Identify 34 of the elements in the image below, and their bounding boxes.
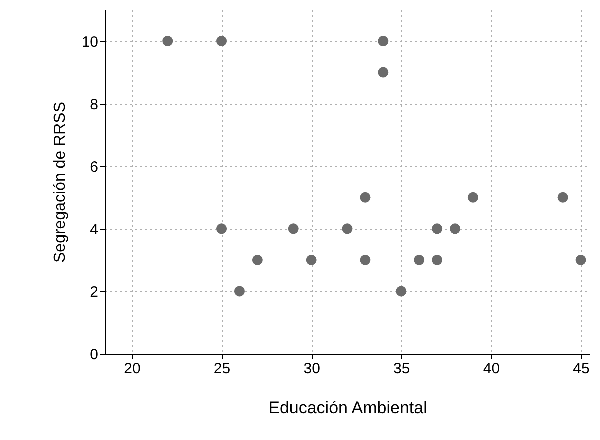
point — [576, 254, 586, 266]
point — [216, 224, 228, 234]
point — [360, 254, 371, 266]
x-tick-label: 45 — [573, 360, 590, 378]
y-tick-label: 4 — [90, 221, 98, 238]
y-tick-label: 0 — [90, 346, 98, 364]
y-tick-label: 2 — [90, 284, 98, 301]
x-tick-label: 35 — [394, 360, 410, 378]
point — [468, 192, 478, 203]
y-tick-label: 10 — [82, 34, 98, 51]
point — [378, 36, 389, 47]
point — [450, 224, 461, 234]
point — [252, 254, 263, 266]
point — [234, 286, 245, 297]
y-tick-label: 8 — [90, 96, 98, 114]
point — [288, 224, 299, 234]
point — [342, 224, 353, 234]
point — [378, 67, 389, 78]
point — [396, 286, 407, 297]
point — [216, 36, 228, 47]
point — [306, 254, 317, 266]
x-tick-label: 40 — [483, 360, 500, 378]
point — [558, 192, 568, 203]
y-axis-title: Segregación de RRSS — [52, 102, 69, 263]
x-tick-label: 20 — [124, 360, 141, 378]
x-axis-title: Educación Ambiental — [268, 398, 428, 418]
point — [162, 36, 174, 47]
y-tick-label: 6 — [90, 158, 98, 176]
point — [414, 254, 425, 266]
point — [432, 224, 443, 234]
x-tick-label: 25 — [214, 360, 231, 378]
point — [432, 254, 443, 266]
x-tick-label: 30 — [304, 360, 320, 378]
point — [360, 192, 371, 203]
